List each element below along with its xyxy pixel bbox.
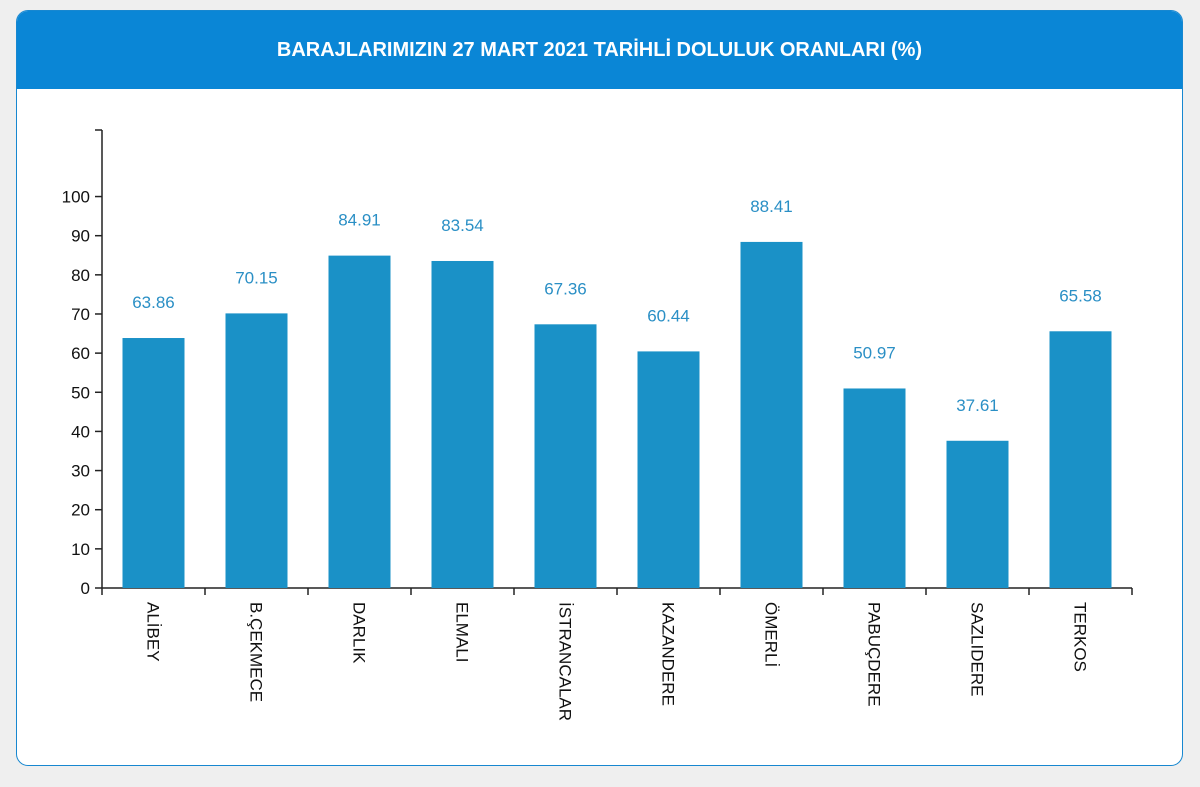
x-tick-label: ÖMERLİ <box>762 602 781 667</box>
bar <box>122 338 185 588</box>
value-label: 70.15 <box>235 268 278 287</box>
value-label: 60.44 <box>647 306 690 325</box>
bar <box>843 388 906 588</box>
value-label: 88.41 <box>750 197 793 216</box>
x-tick-label: KAZANDERE <box>659 602 678 706</box>
bar <box>946 440 1009 588</box>
y-tick-label: 80 <box>71 266 90 285</box>
value-label: 37.61 <box>956 396 999 415</box>
x-tick-label: TERKOS <box>1071 602 1090 672</box>
x-tick-label: İSTRANCALAR <box>556 602 575 721</box>
value-label: 65.58 <box>1059 286 1102 305</box>
value-label: 84.91 <box>338 211 381 230</box>
y-tick-label: 60 <box>71 344 90 363</box>
x-tick-label: DARLIK <box>350 602 369 664</box>
value-label: 83.54 <box>441 216 484 235</box>
value-label: 50.97 <box>853 343 896 362</box>
y-tick-label: 100 <box>62 188 90 207</box>
chart-title: BARAJLARIMIZIN 27 MART 2021 TARİHLİ DOLU… <box>17 11 1182 89</box>
bar <box>328 255 391 589</box>
bar <box>534 324 597 588</box>
value-label: 67.36 <box>544 279 587 298</box>
card: BARAJLARIMIZIN 27 MART 2021 TARİHLİ DOLU… <box>16 10 1183 766</box>
bar <box>1049 331 1112 588</box>
y-tick-label: 0 <box>81 579 90 598</box>
x-tick-label: ALİBEY <box>144 602 163 662</box>
x-tick-label: B.ÇEKMECE <box>247 602 266 702</box>
x-tick-label: ELMALI <box>453 602 472 662</box>
bar <box>740 241 803 588</box>
x-tick-label: SAZLIDERE <box>968 602 987 696</box>
y-tick-label: 10 <box>71 540 90 559</box>
y-tick-label: 50 <box>71 383 90 402</box>
y-tick-label: 20 <box>71 501 90 520</box>
x-tick-label: PABUÇDERE <box>865 602 884 707</box>
value-label: 63.86 <box>132 293 175 312</box>
y-tick-label: 70 <box>71 305 90 324</box>
y-tick-label: 90 <box>71 227 90 246</box>
y-tick-label: 40 <box>71 422 90 441</box>
y-tick-label: 30 <box>71 462 90 481</box>
bar <box>225 313 288 588</box>
bar <box>431 260 494 588</box>
bar <box>637 351 700 588</box>
